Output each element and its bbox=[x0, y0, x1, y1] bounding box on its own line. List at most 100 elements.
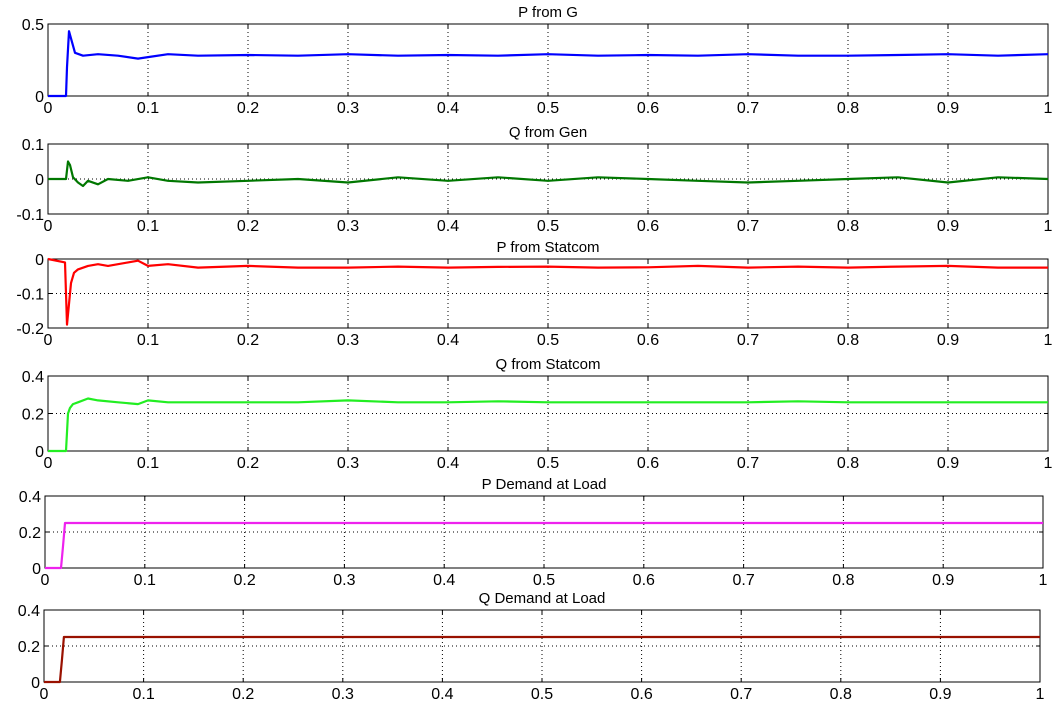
chart-title: Q from Gen bbox=[509, 124, 587, 141]
x-tick-label: 0.8 bbox=[830, 686, 852, 703]
x-tick-label: 0.3 bbox=[337, 455, 359, 472]
y-tick-label: 0 bbox=[35, 252, 44, 269]
x-tick-label: 0.2 bbox=[237, 332, 259, 349]
x-tick-label: 0.7 bbox=[737, 218, 759, 235]
x-tick-label: 0.6 bbox=[637, 218, 659, 235]
y-tick-label: 0 bbox=[32, 561, 41, 578]
x-tick-label: 0.5 bbox=[531, 686, 553, 703]
series-line-1 bbox=[47, 257, 1048, 326]
y-tick-label: 0.2 bbox=[18, 639, 40, 656]
y-tick-label: 0.2 bbox=[22, 407, 44, 424]
x-tick-label: 0.1 bbox=[132, 686, 154, 703]
x-tick-label: 0.9 bbox=[937, 332, 959, 349]
y-tick-label: 0.2 bbox=[19, 525, 41, 542]
x-tick-label: 0.2 bbox=[237, 455, 259, 472]
x-tick-label: 0.5 bbox=[537, 455, 559, 472]
x-tick-label: 1 bbox=[1044, 455, 1053, 472]
x-tick-label: 0.1 bbox=[137, 100, 159, 117]
y-tick-label: -0.2 bbox=[16, 321, 44, 338]
y-tick-label: -0.1 bbox=[16, 207, 44, 224]
x-tick-label: 0.5 bbox=[537, 218, 559, 235]
x-tick-label: 0.5 bbox=[537, 332, 559, 349]
x-tick-label: 0 bbox=[40, 686, 49, 703]
chart-panel-5: P Demand at Load 0 0.1 0.2 0.3 0.4 0.5 0.6 0.7 0.… bbox=[19, 476, 1048, 589]
x-tick-label: 0.3 bbox=[337, 100, 359, 117]
y-tick-label: 0 bbox=[35, 89, 44, 106]
x-tick-label: 0.8 bbox=[837, 218, 859, 235]
x-tick-label: 1 bbox=[1044, 332, 1053, 349]
x-tick-label: 0.2 bbox=[232, 686, 254, 703]
x-tick-label: 0.1 bbox=[134, 572, 156, 589]
y-tick-label: 0.4 bbox=[19, 489, 41, 506]
series-line-1 bbox=[48, 397, 1048, 453]
chart-panel-2: Q from Gen 0 0.1 0.2 0.3 0.4 0.5 0.6 0.7 0.8 0.9 1 -… bbox=[16, 124, 1052, 235]
x-tick-label: 0.4 bbox=[437, 332, 459, 349]
x-tick-label: 0.4 bbox=[433, 572, 455, 589]
x-tick-label: 0.2 bbox=[233, 572, 255, 589]
chart-title: P Demand at Load bbox=[482, 476, 607, 493]
x-tick-label: 0 bbox=[44, 100, 53, 117]
y-tick-label: 0 bbox=[35, 172, 44, 189]
x-tick-label: 1 bbox=[1044, 218, 1053, 235]
chart-panel-1: P from G 0 0.1 0.2 0.3 0.4 0.5 0.6 0.7 0.8 0.9 1 0 0.… bbox=[22, 4, 1053, 117]
y-tick-label: 0.5 bbox=[22, 17, 44, 34]
y-tick-label: -0.1 bbox=[16, 287, 44, 304]
x-tick-label: 0.4 bbox=[437, 455, 459, 472]
x-tick-label: 0 bbox=[44, 218, 53, 235]
x-tick-label: 0.5 bbox=[537, 100, 559, 117]
x-tick-label: 1 bbox=[1036, 686, 1045, 703]
chart-title: Q from Statcom bbox=[495, 356, 600, 373]
x-tick-label: 0.3 bbox=[332, 686, 354, 703]
x-tick-label: 0.9 bbox=[937, 218, 959, 235]
x-tick-label: 0.7 bbox=[737, 455, 759, 472]
x-tick-label: 0.8 bbox=[837, 455, 859, 472]
x-tick-label: 0.1 bbox=[137, 332, 159, 349]
x-tick-label: 0.2 bbox=[237, 218, 259, 235]
x-tick-label: 0 bbox=[44, 332, 53, 349]
x-tick-label: 0.9 bbox=[929, 686, 951, 703]
x-tick-label: 0.8 bbox=[837, 100, 859, 117]
chart-title: P from Statcom bbox=[496, 239, 599, 256]
x-tick-label: 0.6 bbox=[630, 686, 652, 703]
chart-panel-6: Q Demand at Load 0 0.1 0.2 0.3 0.4 0.5 0.6 0.7 0.… bbox=[18, 590, 1045, 703]
x-tick-label: 0.4 bbox=[437, 218, 459, 235]
y-tick-label: 0 bbox=[35, 444, 44, 461]
x-tick-label: 0.7 bbox=[730, 686, 752, 703]
y-tick-label: 0 bbox=[31, 675, 40, 692]
x-tick-label: 0.4 bbox=[437, 100, 459, 117]
x-tick-label: 0.3 bbox=[337, 218, 359, 235]
x-tick-label: 0.9 bbox=[937, 455, 959, 472]
series-line-1 bbox=[48, 160, 1049, 188]
x-tick-label: 1 bbox=[1039, 572, 1048, 589]
x-tick-label: 1 bbox=[1044, 100, 1053, 117]
x-tick-label: 0.7 bbox=[737, 100, 759, 117]
x-tick-label: 0 bbox=[44, 455, 53, 472]
x-tick-label: 0.6 bbox=[637, 100, 659, 117]
x-tick-label: 0.5 bbox=[533, 572, 555, 589]
x-tick-label: 0.2 bbox=[237, 100, 259, 117]
series-line-1 bbox=[45, 521, 1043, 570]
chart-panel-3: P from Statcom 0 0.1 0.2 0.3 0.4 0.5 0.6 0.7 0.8 0… bbox=[16, 239, 1052, 349]
x-tick-label: 0.3 bbox=[333, 572, 355, 589]
x-tick-label: 0.1 bbox=[137, 218, 159, 235]
series-line-1 bbox=[48, 30, 1049, 98]
x-tick-label: 0.8 bbox=[832, 572, 854, 589]
x-tick-label: 0.3 bbox=[337, 332, 359, 349]
x-tick-label: 0.6 bbox=[633, 572, 655, 589]
x-tick-label: 0.7 bbox=[737, 332, 759, 349]
x-tick-label: 0.9 bbox=[932, 572, 954, 589]
x-tick-label: 0.6 bbox=[637, 455, 659, 472]
x-tick-label: 0.8 bbox=[837, 332, 859, 349]
chart-title: Q Demand at Load bbox=[479, 590, 606, 607]
y-tick-label: 0.4 bbox=[18, 603, 40, 620]
x-tick-label: 0.6 bbox=[637, 332, 659, 349]
x-tick-label: 0.7 bbox=[732, 572, 754, 589]
y-tick-label: 0.4 bbox=[22, 369, 44, 386]
x-tick-label: 0 bbox=[41, 572, 50, 589]
y-tick-label: 0.1 bbox=[22, 137, 44, 154]
x-tick-label: 0.1 bbox=[137, 455, 159, 472]
x-tick-label: 0.4 bbox=[431, 686, 453, 703]
series-line-1 bbox=[44, 635, 1040, 684]
chart-panel-4: Q from Statcom 0 0.1 0.2 0.3 0.4 0.5 0.6 0.7 0.8 0… bbox=[22, 356, 1053, 472]
